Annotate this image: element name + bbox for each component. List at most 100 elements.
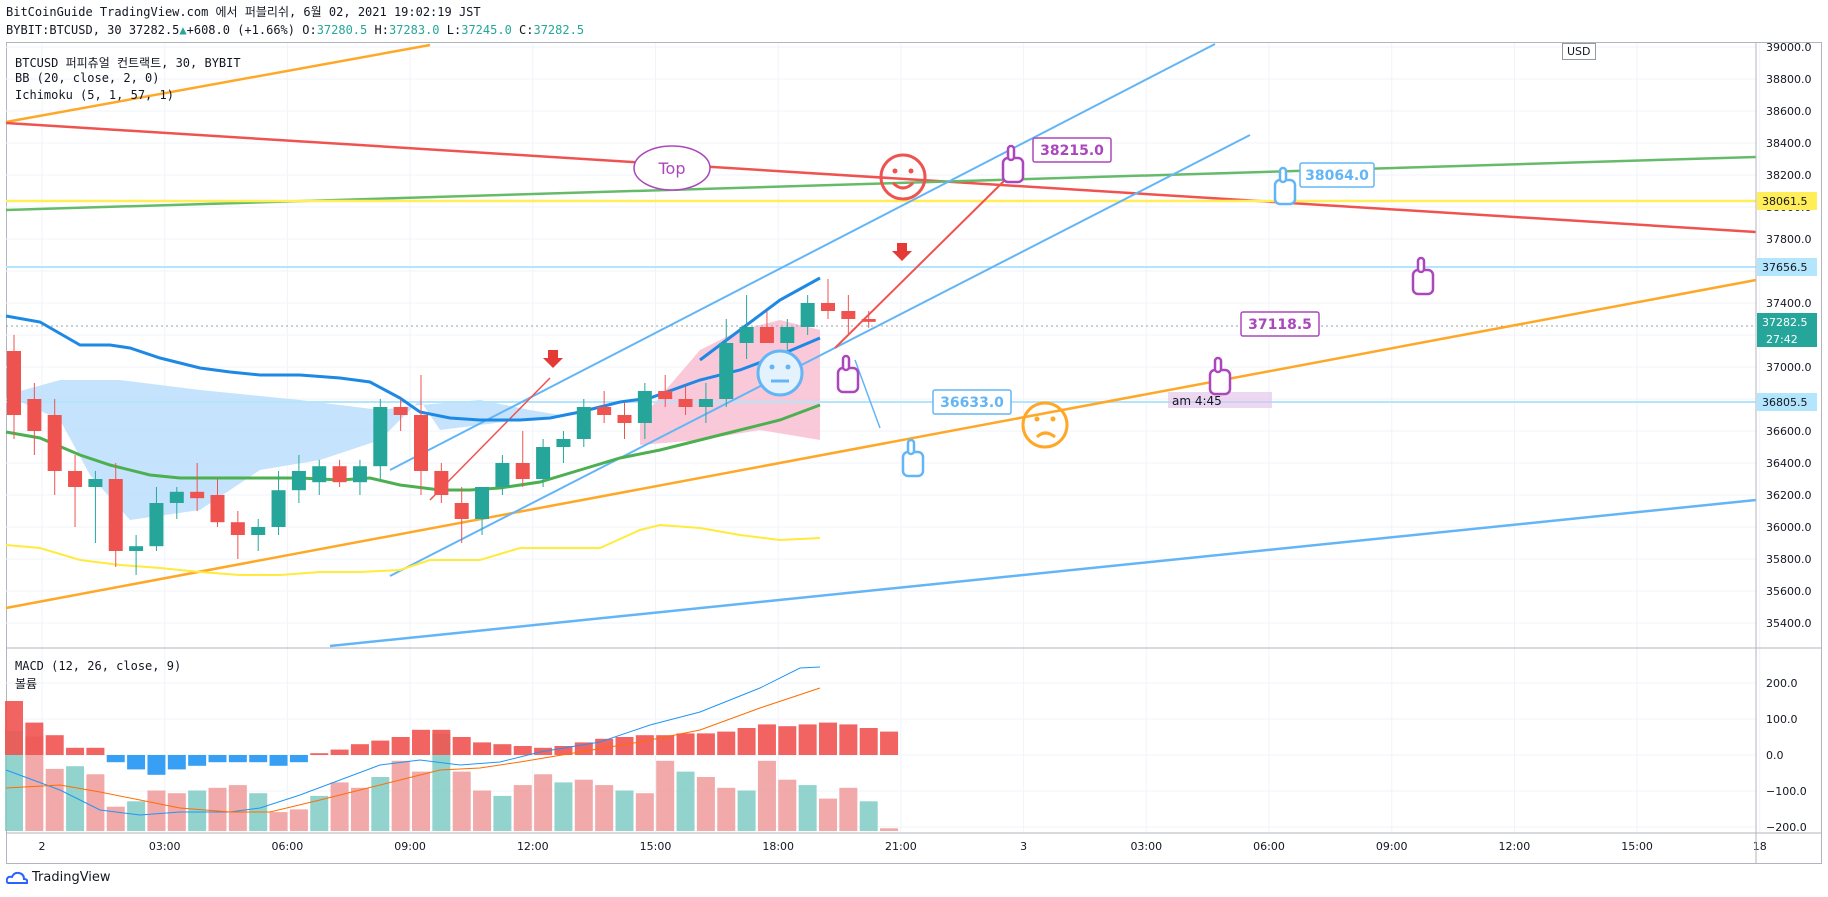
macd-histogram-bar <box>656 735 675 755</box>
macd-histogram-bar <box>289 755 308 763</box>
price-label-bg <box>1757 313 1817 331</box>
candle-body <box>637 391 652 423</box>
cloud-icon <box>6 871 28 884</box>
currency-badge[interactable]: USD <box>1562 43 1596 60</box>
x-tick-label: 18:00 <box>762 840 794 853</box>
annotations: Top 38215.0 38064.0 37118.5 36633.0 am 4:45 <box>543 137 1435 478</box>
x-tick-label: 18 <box>1753 840 1767 853</box>
smile-icon-mouth <box>891 181 915 190</box>
x-tick-label: 06:00 <box>1253 840 1285 853</box>
candle-body <box>251 527 266 535</box>
legend-ichimoku: Ichimoku (5, 1, 57, 1) <box>15 88 174 102</box>
top-bubble <box>633 145 711 191</box>
macd-histogram-bar <box>412 729 430 755</box>
candle-body <box>393 407 408 415</box>
price-callout-box <box>1032 137 1112 163</box>
confused-face-icon-eye <box>1050 416 1056 422</box>
macd-histogram-bar <box>880 731 899 755</box>
x-tick-label: 12:00 <box>1499 840 1531 853</box>
candle-body <box>169 491 184 503</box>
candle-body <box>149 503 164 547</box>
candle-body <box>475 487 490 519</box>
y-tick-label: 37000.0 <box>1766 361 1812 374</box>
candle-body <box>678 399 693 407</box>
candle-body <box>780 327 795 343</box>
volume-bar <box>86 774 105 831</box>
price-callout-text: 37118.5 <box>1248 317 1312 333</box>
y-tick-label: 35600.0 <box>1766 585 1812 598</box>
close-value: 37282.5 <box>533 23 585 37</box>
volume-bar <box>208 787 227 831</box>
candle-body <box>414 415 428 471</box>
candle-body <box>271 490 286 527</box>
trend-line <box>389 43 1216 471</box>
volume-bar <box>106 806 125 831</box>
candle-body <box>698 399 713 407</box>
ichimoku-base-line <box>5 403 821 492</box>
macd-histogram-bar <box>554 746 573 755</box>
macd-histogram-bar <box>371 740 390 755</box>
volume-bar <box>554 782 573 831</box>
countdown-bg <box>1757 331 1817 347</box>
volume-bar <box>717 787 736 831</box>
down-arrow-icon <box>543 350 563 368</box>
high-value: 37283.0 <box>388 23 440 37</box>
volume-bar <box>696 777 715 831</box>
macd-histogram-bar <box>757 724 776 755</box>
volume-bar <box>473 790 492 831</box>
macd-histogram-bar <box>127 755 146 770</box>
x-tick-label: 09:00 <box>394 840 426 853</box>
trend-line <box>329 498 1757 648</box>
volume-bar <box>310 795 329 831</box>
y-tick-label: 39000.0 <box>1766 41 1812 54</box>
confused-face-icon-mouth <box>1035 431 1056 439</box>
axes: 39000.038800.038600.038400.038200.038000… <box>6 41 1822 863</box>
volume-bar <box>676 771 695 831</box>
candle-body <box>658 391 673 399</box>
macd-histogram-bar <box>473 742 492 755</box>
volume-bar <box>45 768 64 831</box>
candle-body <box>129 546 144 551</box>
volume-bar <box>25 736 44 831</box>
x-tick-label: 03:00 <box>1130 840 1162 853</box>
y-tick-label: 38200.0 <box>1766 169 1812 182</box>
candle-body <box>210 495 225 523</box>
macd-histogram-bar <box>859 728 878 755</box>
open-label: O: <box>302 23 317 37</box>
volume-bar <box>615 790 634 831</box>
change-text: +608.0 (+1.66%) <box>186 23 295 37</box>
chart-frame[interactable] <box>6 42 1822 864</box>
y-tick-label: 35400.0 <box>1766 617 1812 630</box>
y-tick-label: 36400.0 <box>1766 457 1812 470</box>
candle-body <box>27 399 42 431</box>
smile-icon-eye <box>908 168 914 174</box>
x-tick-label: 15:00 <box>640 840 672 853</box>
countdown-label: 27:42 <box>1766 333 1798 346</box>
top-label: Top <box>658 159 686 178</box>
macd-histogram-bar <box>635 735 654 755</box>
macd-histogram-bar <box>513 746 532 755</box>
volume-bar <box>778 779 797 831</box>
macd-histogram-bar <box>391 737 410 755</box>
price-label-bg <box>1757 393 1817 411</box>
volume-bar <box>819 798 837 831</box>
price-label: 37282.5 <box>1762 316 1808 329</box>
macd-histogram-bar <box>330 749 349 755</box>
volume-bar <box>737 790 756 831</box>
candle-body <box>291 471 306 491</box>
volume-bar <box>147 790 166 831</box>
neutral-face-icon-eye <box>785 364 791 370</box>
macd-histogram-bar <box>452 737 471 755</box>
volume-bar <box>432 733 451 831</box>
legend-macd-sub: 볼륨 <box>15 677 38 691</box>
symbol-text: BYBIT:BTCUSD, 30 37282.5 <box>6 23 180 37</box>
pointing-hand-finger <box>1416 256 1426 274</box>
open-value: 37280.5 <box>316 23 368 37</box>
pointing-hand-finger <box>1213 356 1223 374</box>
volume-bar <box>127 801 146 831</box>
candle-body <box>88 479 103 487</box>
y-tick-label: 38400.0 <box>1766 137 1812 150</box>
tradingview-logo[interactable]: TradingView <box>6 870 111 885</box>
pointing-hand-finger <box>841 354 851 372</box>
